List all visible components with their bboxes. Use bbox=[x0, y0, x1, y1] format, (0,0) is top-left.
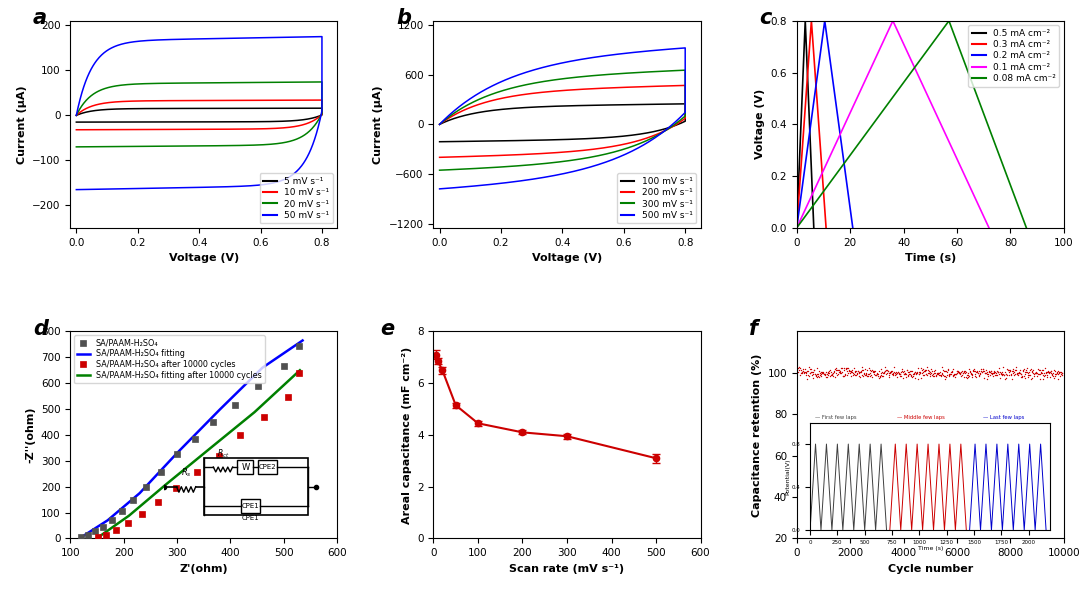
SA/PAAM-H₂SO₄ after 10000 cycles bbox=[121, 519, 134, 527]
Legend: 5 mV s⁻¹, 10 mV s⁻¹, 20 mV s⁻¹, 50 mV s⁻¹: 5 mV s⁻¹, 10 mV s⁻¹, 20 mV s⁻¹, 50 mV s⁻… bbox=[259, 173, 333, 223]
X-axis label: Z'(ohm): Z'(ohm) bbox=[179, 563, 228, 574]
Y-axis label: Areal capacitance (mF cm⁻²): Areal capacitance (mF cm⁻²) bbox=[402, 346, 411, 524]
Y-axis label: Current (μA): Current (μA) bbox=[16, 85, 27, 164]
SA/PAAM-H₂SO₄ bbox=[106, 516, 119, 524]
SA/PAAM-H₂SO₄ bbox=[228, 402, 241, 409]
SA/PAAM-H₂SO₄ after 10000 cycles bbox=[170, 485, 183, 492]
X-axis label: Time (s): Time (s) bbox=[905, 253, 956, 263]
Y-axis label: -Z''(ohm): -Z''(ohm) bbox=[25, 407, 36, 463]
SA/PAAM-H₂SO₄ bbox=[126, 497, 139, 504]
SA/PAAM-H₂SO₄ fitting after 10000 cycles bbox=[294, 367, 307, 374]
Text: b: b bbox=[396, 8, 411, 29]
Line: SA/PAAM-H₂SO₄ after 10000 cycles: SA/PAAM-H₂SO₄ after 10000 cycles bbox=[95, 370, 302, 541]
Text: a: a bbox=[32, 8, 46, 29]
SA/PAAM-H₂SO₄ fitting after 10000 cycles bbox=[160, 481, 173, 488]
SA/PAAM-H₂SO₄ after 10000 cycles bbox=[258, 414, 271, 421]
Text: f: f bbox=[748, 319, 758, 339]
SA/PAAM-H₂SO₄ bbox=[154, 468, 167, 475]
X-axis label: Cycle number: Cycle number bbox=[888, 563, 973, 574]
Text: c: c bbox=[759, 8, 772, 29]
X-axis label: Voltage (V): Voltage (V) bbox=[168, 253, 239, 263]
SA/PAAM-H₂SO₄ after 10000 cycles bbox=[233, 432, 246, 439]
SA/PAAM-H₂SO₄ fitting after 10000 cycles bbox=[92, 534, 105, 541]
SA/PAAM-H₂SO₄ fitting bbox=[133, 490, 146, 497]
Y-axis label: Current (μA): Current (μA) bbox=[374, 85, 383, 164]
Legend: SA/PAAM-H₂SO₄, SA/PAAM-H₂SO₄ fitting, SA/PAAM-H₂SO₄ after 10000 cycles, SA/PAAM-: SA/PAAM-H₂SO₄, SA/PAAM-H₂SO₄ fitting, SA… bbox=[75, 336, 265, 383]
SA/PAAM-H₂SO₄ bbox=[207, 418, 220, 425]
SA/PAAM-H₂SO₄ bbox=[293, 343, 306, 350]
SA/PAAM-H₂SO₄ bbox=[81, 531, 94, 538]
SA/PAAM-H₂SO₄ bbox=[171, 451, 184, 458]
SA/PAAM-H₂SO₄ bbox=[188, 436, 201, 443]
SA/PAAM-H₂SO₄ fitting bbox=[102, 517, 114, 524]
SA/PAAM-H₂SO₄ fitting bbox=[213, 406, 226, 413]
SA/PAAM-H₂SO₄ fitting after 10000 cycles bbox=[122, 512, 135, 519]
SA/PAAM-H₂SO₄ bbox=[97, 523, 110, 530]
Text: e: e bbox=[380, 319, 394, 339]
Line: SA/PAAM-H₂SO₄ fitting: SA/PAAM-H₂SO₄ fitting bbox=[81, 340, 302, 537]
Legend: 0.5 mA cm⁻², 0.3 mA cm⁻², 0.2 mA cm⁻², 0.1 mA cm⁻², 0.08 mA cm⁻²: 0.5 mA cm⁻², 0.3 mA cm⁻², 0.2 mA cm⁻², 0… bbox=[969, 26, 1059, 87]
SA/PAAM-H₂SO₄ fitting bbox=[75, 534, 87, 541]
Text: d: d bbox=[32, 319, 48, 339]
SA/PAAM-H₂SO₄ after 10000 cycles bbox=[92, 534, 105, 541]
Legend: 100 mV s⁻¹, 200 mV s⁻¹, 300 mV s⁻¹, 500 mV s⁻¹: 100 mV s⁻¹, 200 mV s⁻¹, 300 mV s⁻¹, 500 … bbox=[617, 173, 696, 223]
SA/PAAM-H₂SO₄ after 10000 cycles bbox=[293, 369, 306, 377]
Line: SA/PAAM-H₂SO₄ fitting after 10000 cycles: SA/PAAM-H₂SO₄ fitting after 10000 cycles bbox=[98, 370, 300, 537]
SA/PAAM-H₂SO₄ bbox=[139, 484, 152, 491]
SA/PAAM-H₂SO₄ bbox=[278, 363, 291, 370]
SA/PAAM-H₂SO₄ bbox=[116, 508, 129, 515]
SA/PAAM-H₂SO₄ bbox=[252, 383, 265, 390]
Y-axis label: Capacitance retention (%): Capacitance retention (%) bbox=[752, 353, 761, 516]
SA/PAAM-H₂SO₄ bbox=[89, 528, 102, 535]
SA/PAAM-H₂SO₄ fitting bbox=[296, 337, 309, 344]
X-axis label: Voltage (V): Voltage (V) bbox=[531, 253, 603, 263]
SA/PAAM-H₂SO₄ bbox=[75, 534, 87, 541]
SA/PAAM-H₂SO₄ fitting after 10000 cycles bbox=[203, 446, 216, 453]
SA/PAAM-H₂SO₄ after 10000 cycles bbox=[213, 453, 226, 460]
SA/PAAM-H₂SO₄ after 10000 cycles bbox=[99, 531, 112, 538]
X-axis label: Scan rate (mV s⁻¹): Scan rate (mV s⁻¹) bbox=[510, 563, 624, 574]
SA/PAAM-H₂SO₄ fitting after 10000 cycles bbox=[248, 409, 261, 416]
SA/PAAM-H₂SO₄ after 10000 cycles bbox=[135, 510, 148, 517]
SA/PAAM-H₂SO₄ after 10000 cycles bbox=[151, 499, 164, 506]
Y-axis label: Voltage (V): Voltage (V) bbox=[755, 89, 765, 159]
SA/PAAM-H₂SO₄ after 10000 cycles bbox=[110, 527, 123, 534]
SA/PAAM-H₂SO₄ after 10000 cycles bbox=[282, 393, 295, 400]
SA/PAAM-H₂SO₄ fitting bbox=[171, 449, 184, 456]
Line: SA/PAAM-H₂SO₄: SA/PAAM-H₂SO₄ bbox=[78, 343, 302, 541]
SA/PAAM-H₂SO₄ fitting bbox=[256, 364, 269, 371]
SA/PAAM-H₂SO₄ after 10000 cycles bbox=[191, 469, 204, 476]
